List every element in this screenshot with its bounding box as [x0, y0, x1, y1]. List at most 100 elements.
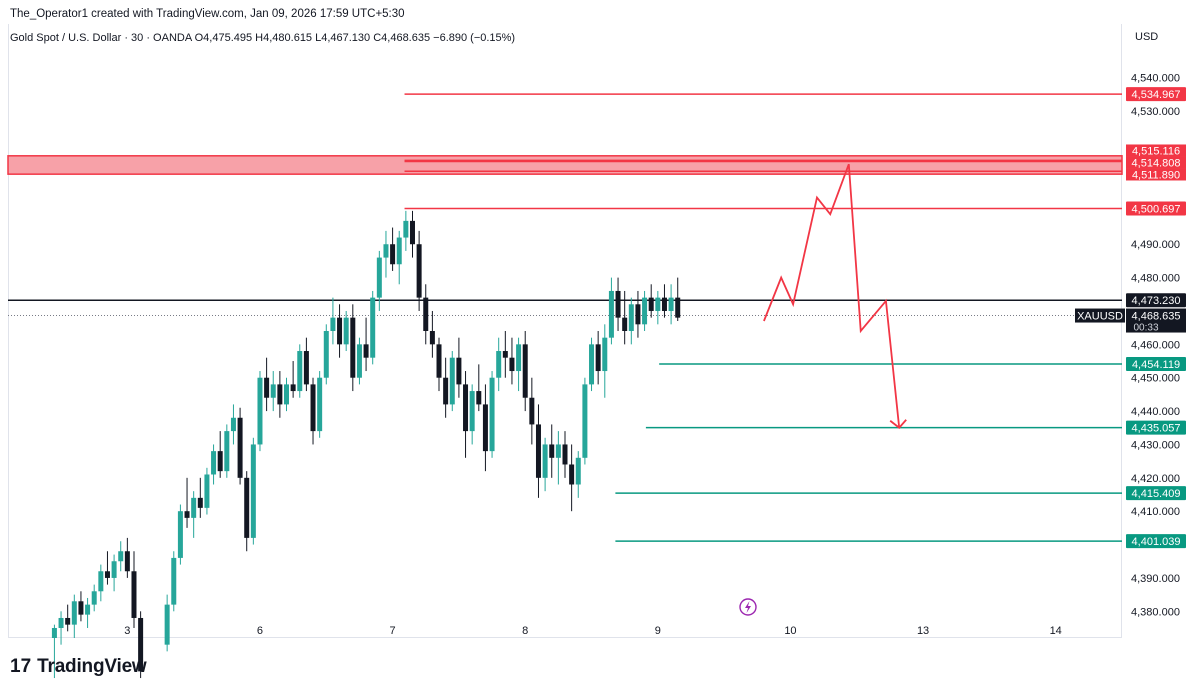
candle-body[interactable]: [635, 304, 641, 325]
candle-body[interactable]: [509, 357, 515, 372]
candle-body[interactable]: [449, 357, 455, 405]
projection-path[interactable]: [763, 163, 901, 428]
candle-body[interactable]: [529, 397, 535, 425]
candle-body[interactable]: [303, 351, 309, 385]
candle-body[interactable]: [409, 220, 415, 245]
candle-body[interactable]: [290, 384, 296, 392]
candle-body[interactable]: [429, 331, 435, 345]
candle-body[interactable]: [164, 604, 170, 645]
candle-body[interactable]: [211, 451, 217, 475]
candle-body[interactable]: [648, 297, 654, 311]
candle-body[interactable]: [350, 317, 356, 378]
candle-body[interactable]: [575, 457, 581, 485]
candle-body[interactable]: [615, 290, 621, 318]
candle-body[interactable]: [423, 297, 429, 331]
price-tag[interactable]: 4,435.057: [1132, 423, 1181, 435]
price-tag[interactable]: 4,454.119: [1132, 359, 1180, 371]
candle-body[interactable]: [71, 601, 77, 625]
candle-body[interactable]: [217, 451, 223, 472]
candle-body[interactable]: [642, 297, 648, 325]
candle-body[interactable]: [416, 244, 422, 298]
candle-body[interactable]: [363, 344, 369, 358]
price-tag[interactable]: 4,511.890: [1132, 169, 1180, 181]
candle-body[interactable]: [476, 391, 482, 405]
lightning-icon[interactable]: [739, 598, 757, 616]
price-tag[interactable]: 4,515.116: [1132, 145, 1180, 157]
candle-body[interactable]: [489, 377, 495, 452]
candle-body[interactable]: [78, 601, 84, 615]
candle-body[interactable]: [58, 617, 64, 628]
candle-body[interactable]: [131, 571, 137, 618]
candle-body[interactable]: [264, 377, 270, 398]
candle-body[interactable]: [569, 464, 575, 485]
tradingview-logo[interactable]: 17 TradingView: [10, 656, 147, 678]
candle-body[interactable]: [85, 604, 91, 615]
candle-body[interactable]: [237, 417, 243, 478]
candle-body[interactable]: [104, 571, 110, 578]
candle-body[interactable]: [549, 444, 555, 458]
candle-body[interactable]: [469, 391, 475, 432]
candle-body[interactable]: [582, 384, 588, 458]
candle-body[interactable]: [343, 317, 349, 345]
candle-body[interactable]: [191, 497, 197, 518]
candle-body[interactable]: [542, 444, 548, 478]
candle-body[interactable]: [257, 377, 263, 445]
candle-body[interactable]: [184, 511, 190, 518]
candle-body[interactable]: [436, 344, 442, 378]
candle-body[interactable]: [456, 357, 462, 385]
candle-body[interactable]: [522, 344, 528, 398]
candle-body[interactable]: [589, 344, 595, 385]
candle-body[interactable]: [403, 220, 409, 238]
candle-body[interactable]: [356, 344, 362, 378]
candle-body[interactable]: [595, 344, 601, 372]
candle-body[interactable]: [270, 384, 276, 398]
candle-body[interactable]: [661, 297, 667, 311]
candle-body[interactable]: [197, 497, 203, 508]
current-price-value[interactable]: 4,468.635: [1132, 311, 1181, 323]
price-tag[interactable]: 4,401.039: [1132, 536, 1181, 548]
price-tag[interactable]: 4,415.409: [1132, 488, 1181, 500]
candle-body[interactable]: [370, 297, 376, 358]
candle-body[interactable]: [124, 551, 130, 572]
candle-body[interactable]: [622, 317, 628, 331]
candle-body[interactable]: [138, 617, 144, 672]
candle-body[interactable]: [297, 351, 303, 392]
candle-body[interactable]: [330, 317, 336, 331]
candle-body[interactable]: [562, 444, 568, 465]
candle-body[interactable]: [396, 237, 402, 265]
candle-body[interactable]: [111, 561, 117, 578]
candle-body[interactable]: [230, 417, 236, 432]
candle-body[interactable]: [118, 551, 124, 562]
price-tag[interactable]: 4,473.230: [1132, 295, 1181, 307]
candle-body[interactable]: [390, 244, 396, 265]
candle-body[interactable]: [383, 244, 389, 258]
candle-body[interactable]: [224, 431, 230, 472]
candle-body[interactable]: [317, 377, 323, 432]
symbol-legend[interactable]: Gold Spot / U.S. Dollar · 30 · OANDA O4,…: [10, 32, 516, 44]
candle-body[interactable]: [602, 337, 608, 372]
candle-body[interactable]: [337, 317, 343, 345]
candle-body[interactable]: [443, 377, 449, 405]
candle-body[interactable]: [668, 297, 674, 311]
candle-body[interactable]: [655, 297, 661, 311]
candle-body[interactable]: [204, 474, 210, 508]
candle-body[interactable]: [323, 331, 329, 378]
candle-body[interactable]: [177, 511, 183, 558]
candle-body[interactable]: [628, 304, 634, 331]
candle-body[interactable]: [608, 290, 614, 338]
candle-body[interactable]: [98, 571, 104, 592]
candle-body[interactable]: [516, 344, 522, 372]
candle-body[interactable]: [284, 384, 289, 405]
symbol-tag[interactable]: XAUUSD: [1077, 311, 1123, 323]
price-tag[interactable]: 4,514.808: [1132, 157, 1181, 169]
candle-body[interactable]: [51, 627, 57, 638]
candle-body[interactable]: [675, 297, 681, 318]
candle-body[interactable]: [171, 557, 177, 605]
price-tag[interactable]: 4,500.697: [1132, 204, 1181, 216]
candle-body[interactable]: [555, 444, 561, 458]
candle-body[interactable]: [482, 404, 488, 452]
candle-body[interactable]: [463, 384, 469, 432]
candle-body[interactable]: [65, 617, 71, 625]
candle-body[interactable]: [496, 351, 502, 378]
candle-body[interactable]: [376, 257, 382, 298]
